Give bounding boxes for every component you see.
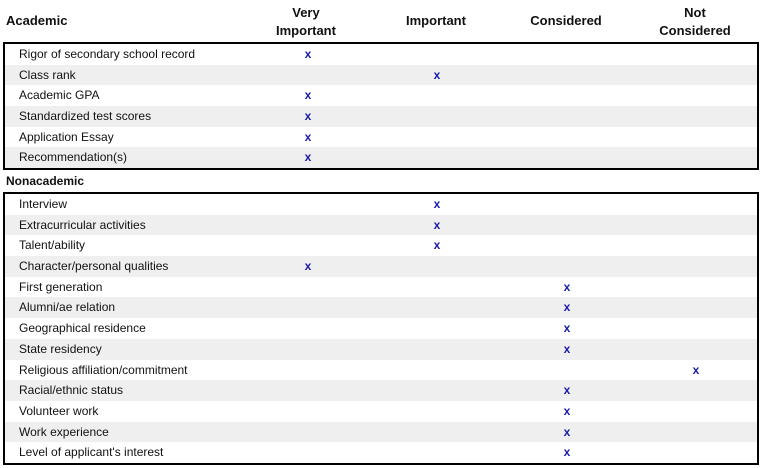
importance-mark: x — [433, 67, 441, 82]
factor-label: Academic GPA — [19, 88, 100, 103]
table-row: Extracurricular activities x — [5, 214, 757, 236]
factor-label: Standardized test scores — [19, 109, 152, 124]
factor-label: Interview — [19, 197, 68, 211]
importance-mark: x — [304, 88, 312, 103]
table-row: Recommendation(s) x — [5, 147, 757, 169]
importance-mark: x — [563, 445, 571, 460]
factor-label: Work experience — [19, 424, 109, 439]
column-header-important: Important — [406, 13, 466, 28]
column-header-considered: Considered — [530, 13, 602, 28]
importance-mark: x — [304, 47, 312, 61]
importance-mark: x — [304, 109, 312, 124]
factor-label: Racial/ethnic status — [19, 383, 124, 398]
factor-label: Religious affiliation/commitment — [19, 362, 188, 377]
factor-label: First generation — [19, 279, 103, 294]
table-row: Class rank x — [5, 64, 757, 86]
factor-label: Volunteer work — [19, 403, 99, 418]
importance-mark: x — [433, 197, 441, 211]
table-row: Academic GPA x — [5, 85, 757, 107]
importance-mark: x — [433, 217, 441, 232]
table-row: Standardized test scores x — [5, 106, 757, 127]
importance-mark: x — [563, 403, 571, 418]
factor-label: Class rank — [19, 67, 76, 82]
factor-label: Geographical residence — [19, 321, 146, 336]
importance-mark: x — [304, 129, 312, 144]
table-row: First generation x — [5, 276, 757, 298]
table-row: Interview x — [5, 194, 757, 215]
importance-mark: x — [304, 150, 312, 165]
importance-mark: x — [304, 259, 312, 274]
table-row: Volunteer work x — [5, 400, 757, 422]
table-row: Rigor of secondary school record x — [5, 44, 757, 65]
table-row: Character/personal qualities x — [5, 256, 757, 277]
factor-label: Level of applicant's interest — [19, 445, 164, 460]
importance-mark: x — [563, 300, 571, 315]
factor-label: Alumni/ae relation — [19, 300, 116, 315]
factor-label: Character/personal qualities — [19, 259, 169, 274]
column-header-very-important: Very Important — [276, 5, 336, 38]
column-header-not-considered: Not Considered — [659, 5, 731, 38]
table-row: State residency x — [5, 338, 757, 360]
importance-mark: x — [563, 279, 571, 294]
factor-label: Recommendation(s) — [19, 150, 128, 165]
table-row: Religious affiliation/commitment x — [5, 359, 757, 381]
table-header: Academic Very Important Important Consid… — [0, 0, 764, 42]
table-row: Alumni/ae relation x — [5, 297, 757, 319]
importance-mark: x — [563, 321, 571, 336]
importance-mark: x — [692, 362, 700, 377]
importance-mark: x — [563, 383, 571, 398]
importance-mark: x — [433, 238, 441, 253]
factor-label: Application Essay — [19, 129, 114, 144]
table-row: Level of applicant's interest x — [5, 442, 757, 463]
academic-factors-table: Rigor of secondary school record x Class r… — [3, 42, 759, 171]
table-row: Racial/ethnic status x — [5, 380, 757, 401]
table-row: Geographical residence x — [5, 318, 757, 339]
factor-label: Talent/ability — [19, 238, 86, 253]
section-title-academic: Academic — [6, 13, 68, 28]
table-row: Work experience x — [5, 421, 757, 443]
table-row: Application Essay x — [5, 126, 757, 148]
factor-label: Rigor of secondary school record — [19, 47, 196, 61]
importance-mark: x — [563, 341, 571, 356]
table-row: Talent/ability x — [5, 235, 757, 257]
factor-label: Extracurricular activities — [19, 217, 146, 232]
nonacademic-factors-table: Interview x Extracurricular activities x Tal… — [3, 192, 759, 465]
importance-mark: x — [563, 424, 571, 439]
factor-label: State residency — [19, 341, 102, 356]
section-title-nonacademic: Nonacademic — [6, 174, 85, 188]
